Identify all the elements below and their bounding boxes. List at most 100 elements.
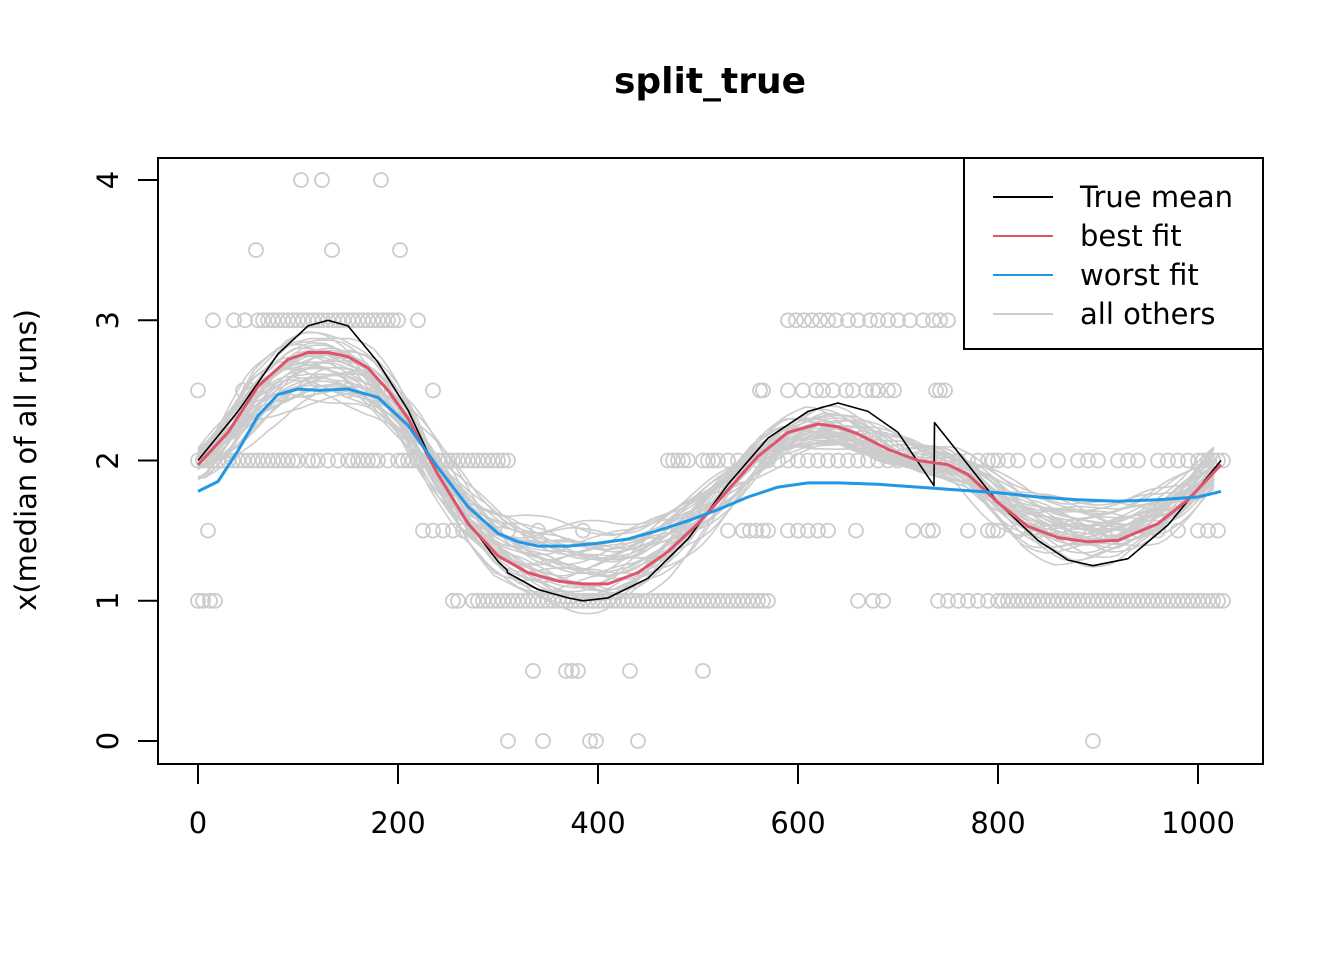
data-point — [925, 522, 941, 539]
data-point — [280, 312, 296, 329]
data-point — [470, 452, 486, 469]
data-point — [1205, 592, 1221, 609]
data-point — [970, 592, 986, 609]
data-point — [575, 592, 591, 609]
data-point — [695, 452, 711, 469]
data-point — [500, 733, 516, 749]
data-point — [625, 592, 641, 609]
data-point — [670, 452, 686, 469]
data-point — [1110, 452, 1126, 469]
x-tick-label: 200 — [370, 806, 425, 840]
data-point — [1170, 592, 1186, 609]
data-point — [360, 312, 376, 329]
data-point — [940, 452, 956, 469]
data-point — [235, 452, 251, 469]
data-point — [210, 452, 226, 469]
x-tick-label: 600 — [770, 806, 825, 840]
data-point — [435, 522, 451, 539]
data-point — [1085, 592, 1101, 609]
data-point — [930, 452, 946, 469]
series-layer — [196, 319, 1223, 602]
data-point — [195, 592, 211, 609]
data-point — [445, 522, 461, 539]
data-point — [605, 592, 621, 609]
data-point — [1095, 592, 1111, 609]
data-point — [830, 452, 846, 469]
worst-fit-line — [197, 387, 1222, 548]
data-point — [985, 452, 1001, 469]
data-point — [1195, 452, 1211, 469]
data-point — [845, 382, 861, 399]
data-point — [980, 522, 996, 539]
data-point — [1105, 592, 1121, 609]
data-point — [630, 592, 646, 609]
data-point — [455, 522, 471, 539]
data-point — [1180, 592, 1196, 609]
data-point — [510, 592, 526, 609]
data-point — [990, 452, 1006, 469]
data-point — [1200, 522, 1216, 539]
data-point — [1130, 452, 1146, 469]
x-tick-label: 800 — [970, 806, 1025, 840]
data-point — [1010, 522, 1026, 539]
data-point — [410, 312, 426, 329]
data-point — [870, 452, 886, 469]
data-point — [300, 452, 316, 469]
data-point — [582, 733, 598, 749]
data-point — [564, 663, 580, 679]
data-point — [1195, 592, 1211, 609]
data-point — [710, 452, 726, 469]
data-point — [880, 312, 896, 329]
data-point — [330, 312, 346, 329]
data-point — [490, 452, 506, 469]
data-point — [226, 312, 242, 329]
data-point — [240, 452, 256, 469]
data-point — [850, 452, 866, 469]
data-point — [190, 592, 206, 609]
data-point — [1120, 592, 1136, 609]
data-point — [750, 452, 766, 469]
data-point — [932, 312, 948, 329]
other-fit-line — [197, 370, 1215, 575]
data-point — [715, 592, 731, 609]
data-point — [760, 592, 776, 609]
data-point — [1215, 452, 1231, 469]
other-fit-line — [197, 353, 1215, 565]
data-point — [645, 592, 661, 609]
data-point — [385, 312, 401, 329]
data-point — [750, 592, 766, 609]
data-point — [725, 592, 741, 609]
data-point — [395, 452, 411, 469]
data-point — [650, 592, 666, 609]
data-point — [1160, 452, 1176, 469]
data-point — [480, 592, 496, 609]
data-point — [1175, 592, 1191, 609]
data-point — [680, 452, 696, 469]
data-point — [875, 592, 891, 609]
data-point — [1080, 452, 1096, 469]
other-fit-line — [197, 374, 1215, 556]
data-point — [695, 592, 711, 609]
data-point — [812, 312, 828, 329]
data-point — [810, 522, 826, 539]
x-tick-label: 1000 — [1161, 806, 1235, 840]
data-point — [890, 312, 906, 329]
data-point — [340, 452, 356, 469]
data-point — [1190, 522, 1206, 539]
data-point — [1000, 592, 1016, 609]
data-point — [350, 452, 366, 469]
data-point — [245, 452, 261, 469]
other-fit-line — [197, 347, 1215, 601]
data-point — [1005, 592, 1021, 609]
data-point — [690, 592, 706, 609]
data-point — [1125, 592, 1141, 609]
data-point — [820, 522, 836, 539]
data-point — [425, 522, 441, 539]
data-point — [960, 592, 976, 609]
data-point — [190, 452, 206, 469]
data-point — [205, 452, 221, 469]
data-point — [1045, 592, 1061, 609]
data-point — [1050, 592, 1066, 609]
data-point — [755, 592, 771, 609]
